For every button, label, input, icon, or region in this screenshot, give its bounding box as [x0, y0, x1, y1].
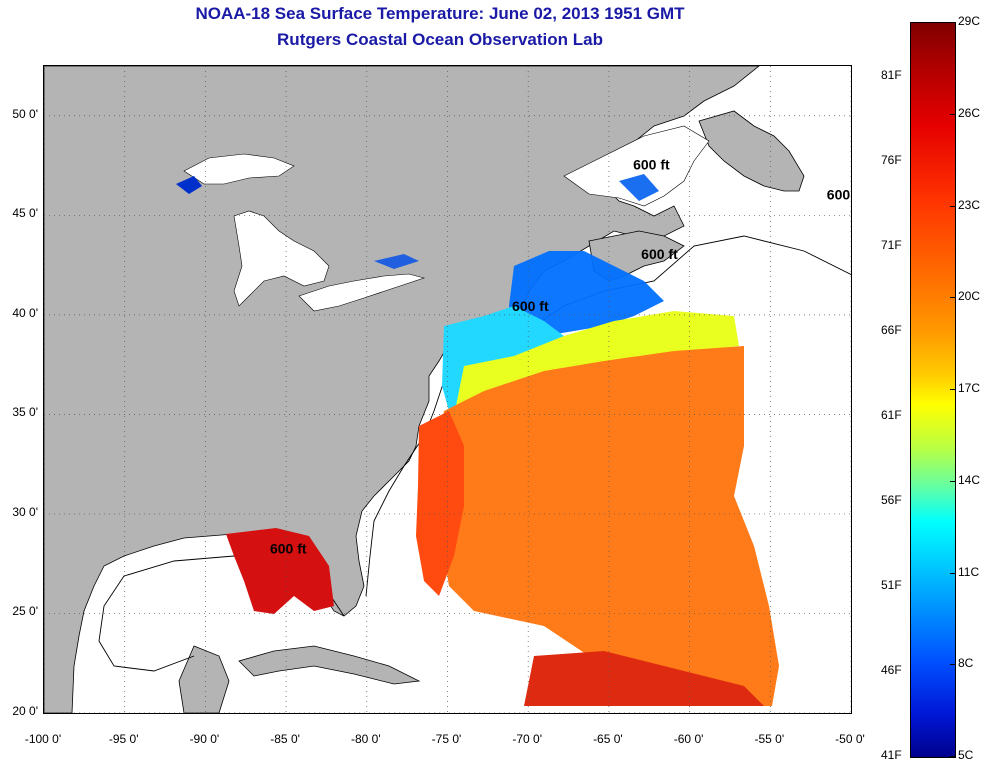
- lon-tick-label: -95 0': [108, 732, 139, 746]
- colorbar-tick: [950, 572, 955, 574]
- lat-tick-label: 35 0': [12, 405, 38, 420]
- sst-patch-gulf-stream: [434, 346, 779, 706]
- colorbar-fahrenheit-label: 61F: [881, 408, 902, 423]
- colorbar-celsius-label: 17C: [958, 381, 981, 395]
- lake-michigan-huron: [233, 210, 330, 307]
- contour-label-600ft: 600 ft: [512, 298, 549, 314]
- land-newfoundland: [698, 110, 805, 192]
- sst-patch-gulf-of-mexico: [226, 528, 334, 614]
- lon-tick-label: -80 0': [350, 732, 381, 746]
- sst-patch-warm-core: [416, 411, 464, 596]
- sst-patch-gulf-of-maine: [509, 251, 664, 336]
- contour-label-600ft: 600 ft: [270, 541, 307, 557]
- lat-tick-label: 45 0': [12, 206, 38, 221]
- colorbar-fahrenheit-label: 56F: [881, 493, 902, 508]
- sst-data-layer: [176, 174, 779, 706]
- colorbar-tick: [950, 756, 955, 757]
- lon-tick-label: -60 0': [673, 732, 704, 746]
- sst-patch-lake-ontario: [374, 254, 419, 269]
- colorbar-fahrenheit-label: 76F: [881, 153, 902, 168]
- colorbar-celsius-label: 26C: [958, 105, 981, 120]
- colorbar-tick: [950, 297, 955, 299]
- sst-patch-yellow-band: [454, 311, 739, 421]
- lat-tick-label: 25 0': [12, 604, 38, 619]
- colorbar-tick: [950, 389, 955, 390]
- lon-tick-label: -50 0': [835, 732, 865, 746]
- lon-tick-label: -55 0': [754, 732, 785, 746]
- lon-tick-label: -75 0': [431, 732, 462, 746]
- sst-map-canvas: 600 ft 600 ft 600 ft 600 ft 600 ft: [44, 66, 851, 713]
- lat-tick-label: 50 0': [12, 106, 38, 121]
- lat-tick-label: 30 0': [12, 504, 38, 519]
- colorbar-fahrenheit-label: 81F: [881, 68, 902, 83]
- lon-tick-label: -70 0': [512, 732, 543, 746]
- colorbar-tick: [950, 22, 955, 23]
- lat-tick-label: 20 0': [12, 704, 38, 718]
- land-yucatan: [178, 645, 230, 713]
- map-title: NOAA-18 Sea Surface Temperature: June 02…: [195, 4, 685, 23]
- temperature-colorbar: [910, 22, 956, 758]
- sst-patch-lake-nipigon: [176, 176, 202, 194]
- colorbar-celsius-label: 5C: [958, 748, 974, 762]
- colorbar-celsius-label: 29C: [958, 14, 981, 28]
- contour-label-600ft: 600 ft: [633, 157, 670, 173]
- land-cuba: [238, 645, 421, 685]
- lake-superior: [183, 153, 295, 185]
- colorbar-fahrenheit-label: 71F: [881, 238, 902, 253]
- colorbar-fahrenheit-label: 41F: [881, 748, 902, 762]
- lon-tick-label: -85 0': [270, 732, 300, 746]
- contour-label-600ft: 600 ft: [641, 246, 678, 262]
- colorbar-celsius-label: 8C: [958, 656, 974, 671]
- colorbar-fahrenheit-label: 66F: [881, 323, 902, 338]
- contour-label-600ft: 600 ft: [827, 186, 851, 202]
- colorbar-celsius-label: 20C: [958, 289, 981, 304]
- colorbar-tick: [950, 113, 955, 115]
- colorbar-celsius-label: 11C: [958, 564, 980, 579]
- colorbar-celsius-label: 14C: [958, 472, 981, 487]
- colorbar-celsius-label: 23C: [958, 197, 981, 212]
- sst-patch-caribbean: [524, 651, 764, 706]
- colorbar-fahrenheit-label: 51F: [881, 578, 902, 593]
- colorbar-tick: [950, 664, 955, 666]
- colorbar-tick: [950, 205, 955, 207]
- lon-tick-label: -90 0': [189, 732, 220, 746]
- map-subtitle: Rutgers Coastal Ocean Observation Lab: [277, 30, 603, 49]
- colorbar-fahrenheit-label: 46F: [881, 663, 902, 678]
- lon-tick-label: -100 0': [24, 732, 62, 746]
- colorbar-tick: [950, 480, 955, 482]
- lake-erie-ontario: [298, 273, 426, 312]
- lon-tick-label: -65 0': [593, 732, 623, 746]
- sst-map[interactable]: 600 ft 600 ft 600 ft 600 ft 600 ft: [43, 65, 852, 714]
- sst-patch-st-lawrence: [619, 174, 659, 201]
- lat-tick-label: 40 0': [12, 305, 38, 320]
- contour-labels: 600 ft 600 ft 600 ft 600 ft 600 ft: [270, 157, 851, 557]
- gulf-st-lawrence: [563, 125, 710, 207]
